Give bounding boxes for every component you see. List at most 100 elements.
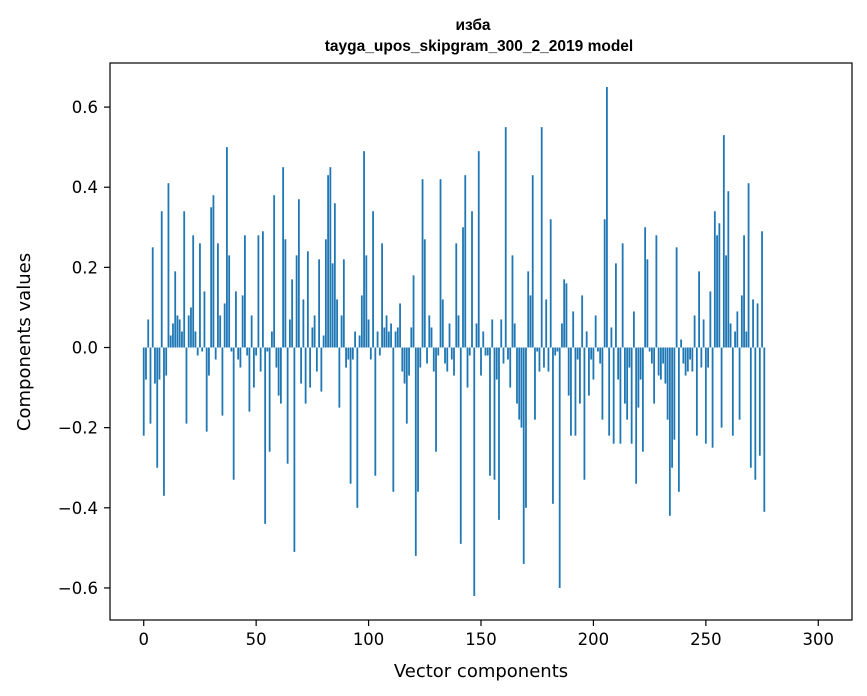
- bar: [194, 331, 197, 348]
- bar: [666, 347, 669, 420]
- bar: [264, 347, 267, 524]
- bar: [716, 235, 718, 348]
- chart-title: изба: [455, 17, 490, 34]
- bar: [633, 311, 635, 348]
- bar: [747, 183, 750, 348]
- y-tick-label: 0.0: [72, 339, 98, 358]
- bar: [435, 347, 437, 452]
- bar: [754, 347, 757, 480]
- bar: [300, 347, 303, 384]
- bar: [675, 247, 678, 348]
- bar: [588, 347, 590, 396]
- bar: [181, 331, 183, 348]
- bar: [725, 255, 727, 348]
- bar: [639, 347, 642, 380]
- bar: [365, 255, 368, 348]
- bar: [392, 347, 395, 492]
- bar: [507, 347, 509, 360]
- bar: [615, 263, 617, 348]
- bar: [347, 347, 350, 360]
- bar: [698, 271, 700, 348]
- bar: [295, 255, 298, 348]
- bar: [169, 335, 172, 348]
- bar: [228, 255, 231, 348]
- bar: [165, 347, 168, 376]
- chart-subtitle: tayga_upos_skipgram_300_2_2019 model: [325, 38, 633, 55]
- bar: [349, 347, 352, 484]
- bar: [255, 347, 258, 356]
- bar: [174, 271, 177, 348]
- bar: [232, 347, 235, 480]
- bar: [473, 347, 476, 596]
- bar: [324, 239, 327, 348]
- bar: [358, 335, 361, 348]
- bar: [309, 347, 312, 388]
- bar: [495, 347, 498, 380]
- bar: [590, 347, 593, 360]
- bar: [498, 347, 500, 520]
- bar: [671, 347, 674, 468]
- bar: [471, 211, 473, 348]
- bar: [453, 347, 455, 376]
- bar: [423, 239, 426, 348]
- bar: [635, 347, 638, 484]
- bar: [410, 327, 413, 348]
- bar: [583, 347, 586, 480]
- bar: [345, 347, 347, 368]
- bar: [176, 315, 179, 348]
- bar: [178, 319, 181, 348]
- y-tick-label: 0.4: [72, 178, 98, 197]
- bar: [486, 347, 489, 356]
- bar: [734, 331, 736, 348]
- bar: [720, 347, 723, 428]
- bar: [455, 243, 458, 348]
- x-tick-label: 50: [246, 630, 267, 649]
- bar: [531, 175, 534, 348]
- bar: [756, 303, 759, 348]
- bar: [758, 347, 761, 456]
- bar: [722, 135, 725, 348]
- bar: [693, 315, 696, 348]
- bar: [237, 347, 240, 360]
- bar: [621, 243, 624, 348]
- bar: [428, 315, 431, 348]
- bar: [740, 295, 743, 348]
- bar: [707, 347, 709, 368]
- bar: [304, 347, 307, 404]
- bar: [187, 315, 190, 348]
- bar: [558, 347, 561, 588]
- bar: [749, 347, 752, 468]
- bar: [145, 347, 147, 380]
- bar: [480, 347, 482, 376]
- bar: [653, 347, 656, 404]
- bar: [585, 331, 588, 348]
- bar: [543, 347, 545, 368]
- bar: [412, 275, 415, 348]
- bar: [592, 347, 595, 380]
- bar: [468, 347, 471, 356]
- bar: [475, 323, 478, 348]
- bar: [426, 347, 428, 364]
- bar: [538, 347, 541, 372]
- bar: [313, 315, 316, 348]
- bar: [491, 319, 494, 348]
- bar: [405, 347, 408, 424]
- bar: [529, 295, 532, 348]
- bar: [374, 347, 377, 476]
- bar: [520, 347, 523, 428]
- bar: [338, 347, 341, 408]
- bar: [419, 347, 422, 368]
- bar: [700, 347, 703, 368]
- bar: [608, 347, 611, 436]
- y-axis-label: Components values: [14, 253, 35, 431]
- bar: [545, 299, 548, 348]
- bar: [597, 347, 599, 352]
- bar: [408, 347, 410, 376]
- bar: [668, 347, 671, 516]
- bar: [673, 347, 676, 440]
- bar: [736, 311, 739, 348]
- y-tick-label: −0.2: [58, 419, 98, 438]
- bar: [680, 339, 683, 348]
- x-tick-label: 250: [690, 630, 722, 649]
- bar: [457, 315, 460, 348]
